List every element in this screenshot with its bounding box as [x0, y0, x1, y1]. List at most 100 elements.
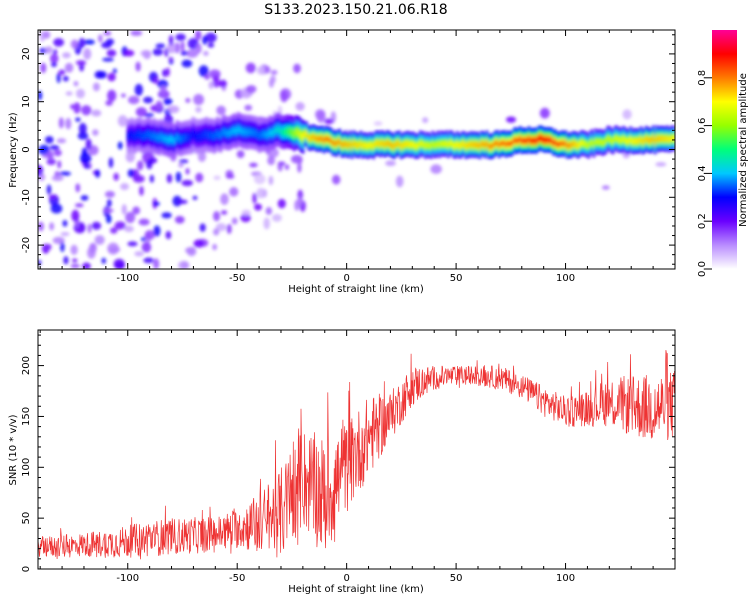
spectrogram-noise-blob [72, 258, 78, 263]
spectrogram-ridge-cell [645, 135, 648, 142]
spectrogram-ridge-cell [224, 129, 228, 137]
spectrogram-ridge-cell [328, 137, 331, 143]
spectrogram-noise-blob [198, 65, 209, 77]
spectrogram-noise-blob [60, 231, 70, 237]
spectrogram-noise-blob [71, 209, 80, 222]
spectrogram-ridge-cell [538, 135, 541, 141]
spectrogram-noise-blob [167, 105, 180, 114]
spectrogram-ridge-cell [557, 141, 561, 147]
spectrogram-ridge-cell [140, 133, 144, 140]
y-tick-label-3: 150 [21, 407, 32, 426]
spectrogram-noise-blob [244, 104, 253, 111]
spectrogram-noise-blob [117, 141, 123, 150]
colorbar-tick-label-3: 0.6 [697, 118, 708, 134]
spectrogram-ridge-cell [272, 129, 275, 137]
spectrogram-ridge-cell [632, 138, 636, 144]
spectrogram-noise-blob [53, 149, 62, 157]
spectrogram-noise-blob [120, 183, 129, 191]
spectrogram-noise-blob [112, 68, 117, 74]
spectrogram-ridge-cell [359, 140, 363, 146]
spectrogram-ridge-cell [130, 130, 133, 138]
spectrogram-noise-blob [177, 199, 188, 204]
spectrogram-noise-blob [149, 174, 155, 183]
spectrogram-ridge-cell [149, 132, 153, 140]
spectrogram-ridge-cell [298, 130, 301, 138]
spectrogram-noise-blob [166, 42, 177, 54]
spectrogram-ridge-cell [230, 128, 233, 136]
spectrogram-ridge-cell [541, 136, 545, 142]
spectrogram-ridge-cell [147, 130, 151, 138]
spectrogram-noise-blob [204, 32, 217, 43]
spectrogram-noise-blob [92, 129, 99, 136]
x-tick-label-0: -100 [116, 273, 139, 284]
spectrogram-ridge-cell [469, 141, 473, 147]
x-tick-label-1: -50 [229, 273, 245, 284]
spectrogram-ridge-cell [301, 133, 305, 141]
spectrogram-noise-blob [77, 132, 89, 140]
spectrogram-ridge-cell [426, 142, 429, 148]
spectrogram-noise-blob [92, 82, 100, 92]
spectrogram-ridge-cell [133, 133, 137, 141]
spectrogram-ridge-cell [156, 133, 160, 140]
spectrogram-ridge-cell [370, 142, 373, 148]
spectrogram-noise-blob [73, 102, 81, 114]
spectrogram-ridge-cell [392, 144, 396, 150]
spectrogram-ridge-cell [219, 132, 223, 140]
spectrogram-noise-blob [80, 152, 92, 164]
spectrogram-ridge-cell [405, 141, 408, 147]
spectrogram-noise-blob [83, 48, 92, 60]
spectrogram-ridge-cell [559, 141, 562, 147]
spectrogram-ridge-cell [629, 136, 632, 142]
spectrogram-ridge-cell [338, 138, 342, 145]
spectrogram-ridge-cell [575, 141, 578, 147]
spectrogram-ridge-cell [403, 142, 407, 148]
spectrogram-ridge-cell [631, 139, 634, 145]
snr-series-line [38, 350, 675, 560]
spectrogram-ridge-cell [636, 138, 639, 144]
spectrogram-noise-blob [213, 228, 220, 236]
spectrogram-ridge-cell [597, 139, 601, 145]
spectrogram-noise-blob [174, 215, 185, 224]
spectrogram-ridge-cell [508, 141, 512, 147]
spectrogram-noise-blob [153, 77, 159, 85]
spectrogram-noise-blob [120, 93, 126, 98]
spectrogram-noise-blob [153, 201, 160, 206]
spectrogram-ridge-cell [139, 130, 142, 138]
spectrogram-ridge-cell [182, 134, 186, 142]
spectrogram-noise-blob [373, 121, 383, 126]
spectrogram-ridge-cell [205, 130, 209, 138]
spectrogram-ridge-cell [415, 143, 419, 149]
spectrogram-noise-blob [187, 38, 199, 50]
spectrogram-ridge-cell [175, 133, 179, 141]
spectrogram-ridge-cell [617, 137, 620, 143]
spectrogram-ridge-cell [135, 131, 139, 139]
spectrogram-ridge-cell [419, 140, 422, 146]
spectrogram-ridge-cell [366, 143, 370, 150]
spectrogram-ridge-cell [238, 126, 242, 134]
spectrogram-ridge-cell [394, 141, 398, 147]
spectrogram-ridge-cell [524, 138, 527, 144]
spectrogram-ridge-cell [427, 142, 431, 149]
spectrogram-noise-blob [91, 221, 102, 230]
spectrogram-ridge-cell [596, 139, 599, 145]
spectrogram-noise-blob [204, 74, 210, 80]
spectrogram-ridge-cell [476, 141, 480, 148]
spectrogram-ridge-cell [438, 142, 442, 148]
spectrogram-noise-blob [212, 243, 218, 251]
spectrogram-noise-blob [197, 151, 207, 162]
spectrogram-ridge-cell [377, 140, 380, 146]
spectrogram-ridge-cell [522, 137, 526, 143]
spectrogram-ridge-cell [653, 139, 657, 145]
spectrogram-ridge-cell [261, 131, 265, 139]
spectrogram-ridge-cell [429, 143, 433, 149]
spectrogram-noise-blob [132, 206, 141, 215]
spectrogram-noise-blob [539, 107, 550, 119]
spectrogram-noise-blob [52, 49, 58, 55]
snr-panel: -100 -50 0 50 100 0 50 100 150 200 Height of str… [8, 329, 676, 595]
spectrogram-noise-blob [161, 91, 169, 97]
spectrogram-noise-blob [324, 118, 334, 125]
spectrogram-noise-blob [264, 65, 271, 74]
spectrogram-noise-blob [94, 169, 101, 178]
spectrogram-ridge-cell [571, 141, 575, 147]
spectrogram-ridge-cell [569, 143, 573, 149]
